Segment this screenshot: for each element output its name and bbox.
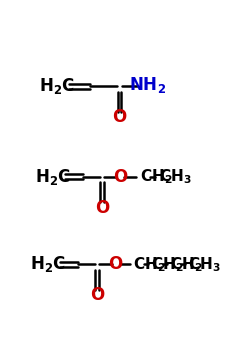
Text: O: O [108,256,123,273]
Text: $\mathregular{CH_3}$: $\mathregular{CH_3}$ [159,167,192,186]
Text: $\mathregular{NH_2}$: $\mathregular{NH_2}$ [129,75,166,95]
Text: $\mathregular{CH_2}$: $\mathregular{CH_2}$ [152,255,184,274]
Text: $\mathregular{CH_2}$: $\mathregular{CH_2}$ [133,255,166,274]
Text: $\mathregular{CH_2}$: $\mathregular{CH_2}$ [170,255,202,274]
Text: O: O [113,168,128,186]
Text: $\mathregular{CH_2}$: $\mathregular{CH_2}$ [140,167,172,186]
Text: O: O [90,286,104,304]
Text: O: O [112,108,126,126]
Text: $\mathregular{CH_3}$: $\mathregular{CH_3}$ [188,255,221,274]
Text: $\mathregular{H_2C}$: $\mathregular{H_2C}$ [38,76,74,97]
Text: $\mathregular{H_2C}$: $\mathregular{H_2C}$ [30,254,66,274]
Text: $\mathregular{H_2C}$: $\mathregular{H_2C}$ [35,167,70,187]
Text: O: O [95,199,109,217]
